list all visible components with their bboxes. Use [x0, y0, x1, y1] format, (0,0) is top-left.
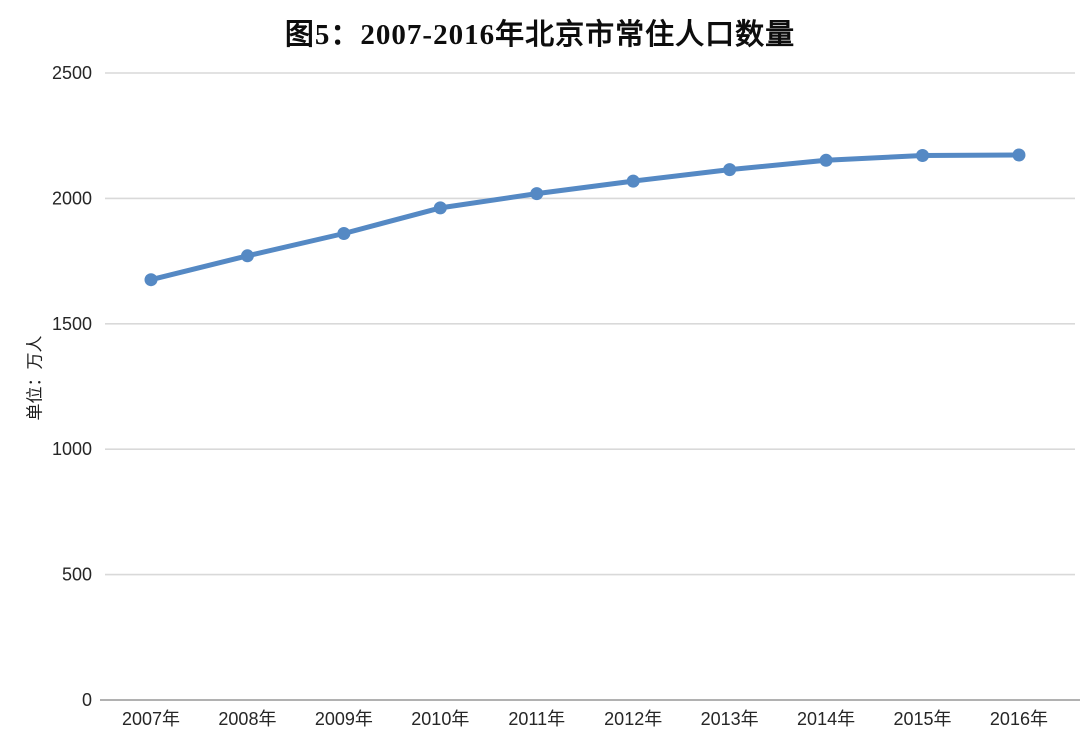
data-point	[337, 227, 351, 240]
data-point	[433, 201, 447, 215]
y-tick-label: 1500	[52, 314, 92, 334]
y-tick-label: 0	[82, 690, 92, 710]
y-tick-label: 500	[62, 565, 92, 585]
x-tick-label: 2009年	[315, 709, 373, 729]
data-point	[240, 249, 254, 263]
x-tick-label: 2007年	[122, 709, 180, 729]
data-point	[723, 163, 737, 177]
x-tick-label: 2012年	[604, 709, 662, 729]
chart-title: 图5：2007-2016年北京市常住人口数量	[284, 19, 796, 51]
y-tick-label: 2000	[52, 188, 92, 208]
x-tick-label: 2008年	[218, 709, 276, 729]
data-point	[530, 187, 544, 201]
x-tick-label: 2014年	[797, 709, 855, 729]
data-point	[1012, 148, 1026, 162]
x-tick-label: 2010年	[411, 709, 469, 729]
x-tick-label: 2016年	[990, 709, 1048, 729]
data-point	[626, 174, 640, 188]
data-point	[916, 149, 930, 162]
data-point	[819, 153, 833, 167]
x-tick-label: 2013年	[701, 709, 759, 729]
data-point	[144, 273, 158, 287]
x-tick-label: 2011年	[508, 709, 565, 729]
x-tick-label: 2015年	[893, 709, 951, 729]
y-tick-label: 2500	[52, 63, 92, 83]
data-line	[148, 152, 1022, 283]
y-tick-label: 1000	[52, 439, 92, 459]
